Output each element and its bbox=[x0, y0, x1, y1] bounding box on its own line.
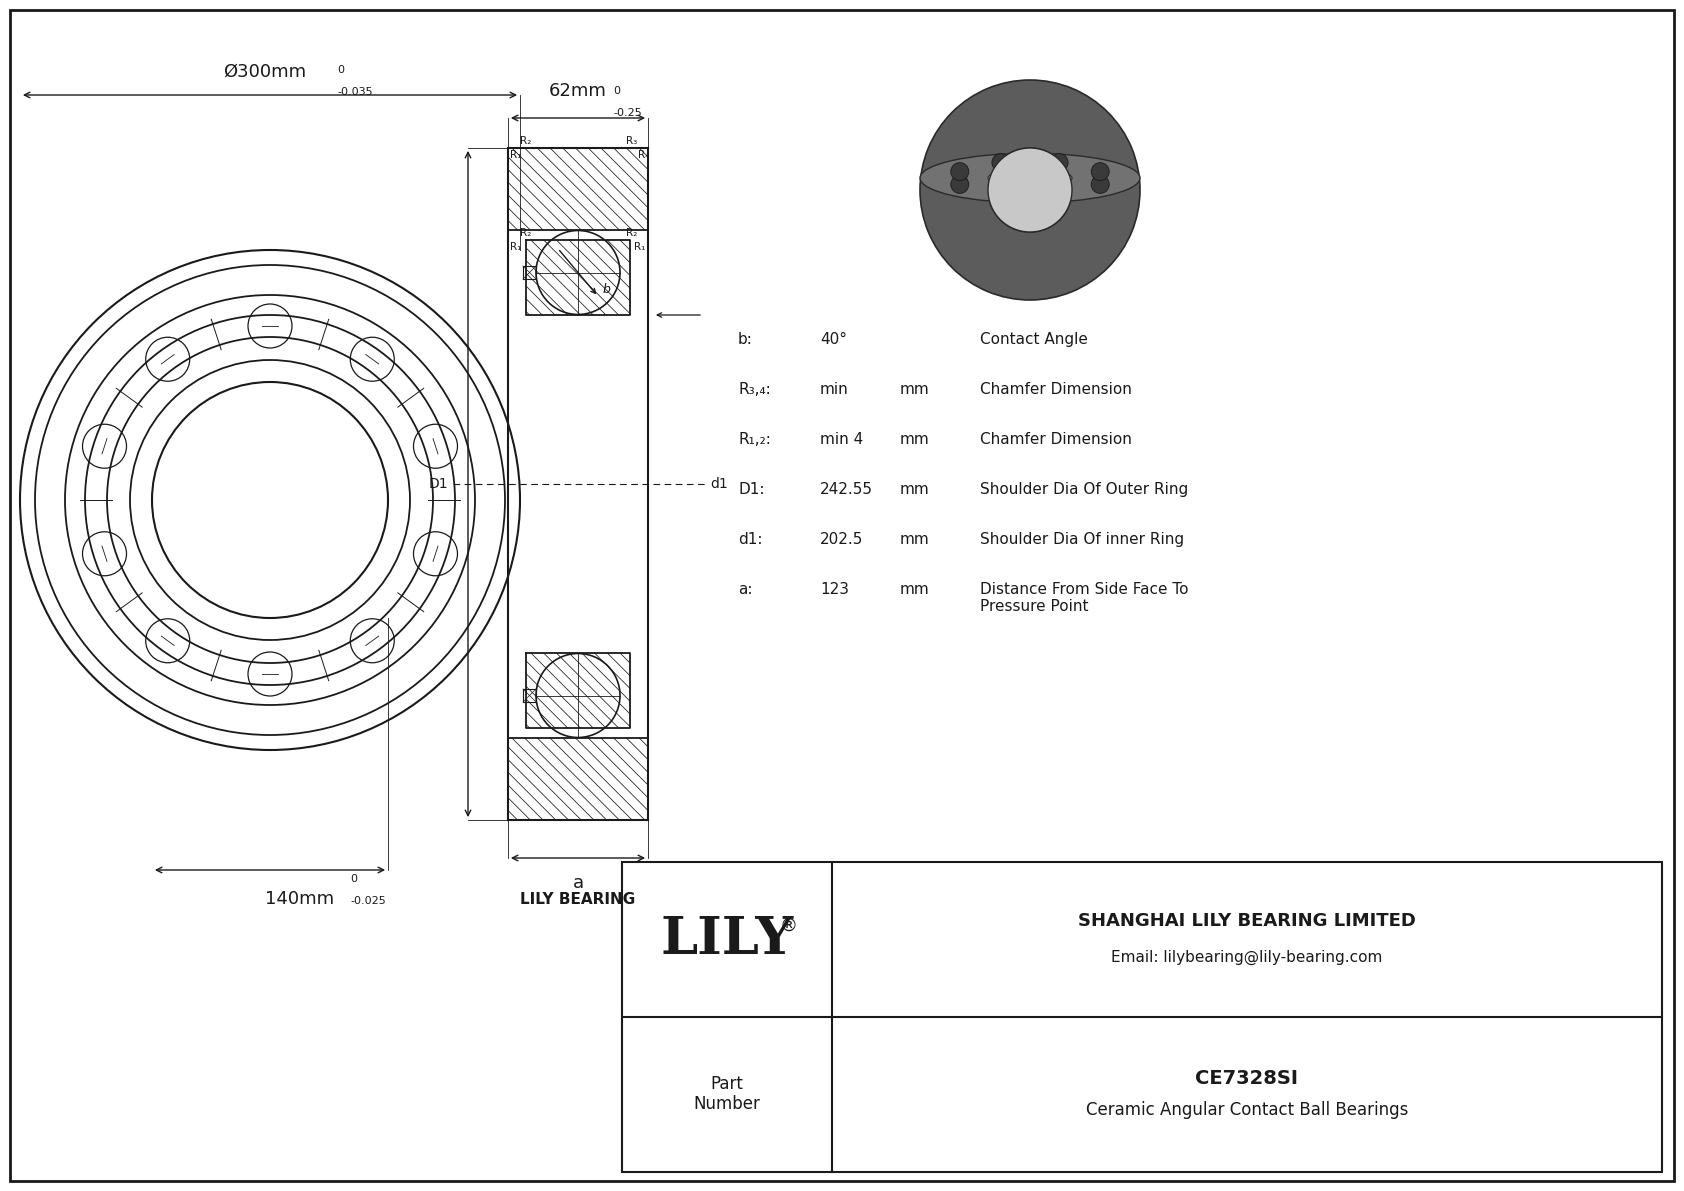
Text: mm: mm bbox=[899, 382, 930, 397]
Text: LILY: LILY bbox=[660, 913, 793, 965]
Wedge shape bbox=[919, 80, 1140, 300]
Text: D1:: D1: bbox=[738, 482, 765, 497]
Text: 242.55: 242.55 bbox=[820, 482, 872, 497]
Text: 140mm: 140mm bbox=[266, 890, 335, 908]
Text: mm: mm bbox=[899, 582, 930, 597]
Text: D1: D1 bbox=[428, 478, 448, 491]
Text: 123: 123 bbox=[820, 582, 849, 597]
Text: Distance From Side Face To: Distance From Side Face To bbox=[980, 582, 1189, 597]
Text: mm: mm bbox=[899, 532, 930, 547]
Ellipse shape bbox=[989, 169, 1073, 187]
Circle shape bbox=[992, 185, 1010, 202]
Text: b: b bbox=[603, 282, 610, 295]
Text: 0: 0 bbox=[613, 86, 620, 96]
Text: min: min bbox=[820, 382, 849, 397]
Text: -0.25: -0.25 bbox=[613, 108, 642, 118]
Text: -0.025: -0.025 bbox=[350, 896, 386, 906]
Text: LILY BEARING: LILY BEARING bbox=[520, 892, 635, 908]
Circle shape bbox=[1091, 163, 1110, 181]
Text: 62mm: 62mm bbox=[549, 82, 606, 100]
Circle shape bbox=[951, 175, 968, 193]
Text: Ceramic Angular Contact Ball Bearings: Ceramic Angular Contact Ball Bearings bbox=[1086, 1100, 1408, 1120]
Text: d1:: d1: bbox=[738, 532, 763, 547]
Text: Contact Angle: Contact Angle bbox=[980, 332, 1088, 347]
Text: R₁,₂:: R₁,₂: bbox=[738, 432, 771, 447]
Circle shape bbox=[989, 148, 1073, 232]
Text: 0: 0 bbox=[337, 66, 344, 75]
Text: mm: mm bbox=[899, 432, 930, 447]
Text: CE7328SI: CE7328SI bbox=[1196, 1068, 1298, 1087]
Text: Part
Number: Part Number bbox=[694, 1074, 761, 1114]
Text: Chamfer Dimension: Chamfer Dimension bbox=[980, 432, 1132, 447]
Bar bbox=[621, 862, 1662, 1172]
Text: Ø300mm: Ø300mm bbox=[224, 63, 306, 81]
Circle shape bbox=[1051, 154, 1068, 172]
Circle shape bbox=[951, 163, 968, 181]
Circle shape bbox=[1091, 175, 1110, 193]
Text: d1: d1 bbox=[711, 478, 727, 491]
Text: R₂: R₂ bbox=[626, 227, 637, 238]
Circle shape bbox=[1051, 185, 1068, 202]
Text: R₃: R₃ bbox=[626, 136, 637, 146]
Text: b:: b: bbox=[738, 332, 753, 347]
Text: SHANGHAI LILY BEARING LIMITED: SHANGHAI LILY BEARING LIMITED bbox=[1078, 912, 1416, 930]
Text: R₁: R₁ bbox=[510, 242, 522, 252]
Text: a: a bbox=[573, 874, 584, 892]
Text: a:: a: bbox=[738, 582, 753, 597]
Text: Shoulder Dia Of inner Ring: Shoulder Dia Of inner Ring bbox=[980, 532, 1184, 547]
Circle shape bbox=[992, 154, 1010, 172]
Text: R₁: R₁ bbox=[633, 242, 645, 252]
Text: 40°: 40° bbox=[820, 332, 847, 347]
Text: min 4: min 4 bbox=[820, 432, 864, 447]
Text: Chamfer Dimension: Chamfer Dimension bbox=[980, 382, 1132, 397]
Bar bbox=[524, 690, 536, 701]
Text: 0: 0 bbox=[350, 874, 357, 884]
Text: ®: ® bbox=[780, 917, 797, 935]
Ellipse shape bbox=[919, 154, 1140, 202]
Bar bbox=[524, 266, 536, 279]
Text: Pressure Point: Pressure Point bbox=[980, 599, 1088, 615]
Text: R₂: R₂ bbox=[520, 227, 530, 238]
Text: Shoulder Dia Of Outer Ring: Shoulder Dia Of Outer Ring bbox=[980, 482, 1189, 497]
Text: R₄: R₄ bbox=[638, 150, 650, 160]
Text: R₁: R₁ bbox=[510, 150, 522, 160]
Text: 202.5: 202.5 bbox=[820, 532, 864, 547]
Text: Email: lilybearing@lily-bearing.com: Email: lilybearing@lily-bearing.com bbox=[1111, 949, 1383, 965]
Text: mm: mm bbox=[899, 482, 930, 497]
Text: R₃,₄:: R₃,₄: bbox=[738, 382, 771, 397]
Text: -0.035: -0.035 bbox=[337, 87, 372, 96]
Text: R₂: R₂ bbox=[520, 136, 530, 146]
